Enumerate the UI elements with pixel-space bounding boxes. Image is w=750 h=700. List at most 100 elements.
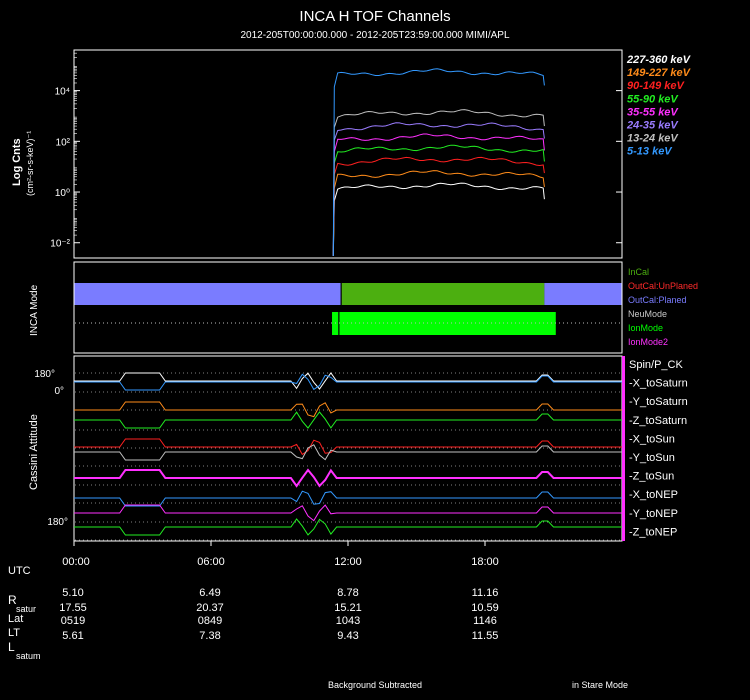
- attitude-legend-entry: -Z_toSaturn: [629, 415, 687, 427]
- mode-segment: [544, 283, 622, 305]
- x-axis-ticks: 00:00 06:00 12:00 18:00: [62, 541, 499, 568]
- flux-legend-entry: 55-90 keV: [627, 93, 679, 105]
- flux-legend-entry: 5-13 keV: [627, 146, 673, 158]
- mode-segment: [341, 283, 545, 305]
- flux-series: [332, 68, 545, 257]
- flux-ytick-label: 10⁴: [55, 87, 70, 98]
- mode-legend-entry: IonMode: [628, 323, 663, 333]
- footer-background-note: Background Subtracted: [328, 680, 422, 690]
- attitude-ytick-mid: 0°: [54, 386, 64, 397]
- attitude-panel: Spin/P_CK -X_toSaturn -Y_toSaturn -Z_toSatu…: [28, 355, 688, 542]
- ephemeris-lt-value: 0849: [198, 615, 222, 627]
- attitude-legend-entry: -X_toNEP: [629, 489, 678, 501]
- mode-legend-entry: OutCal:Planed: [628, 295, 687, 305]
- l-label: L: [8, 640, 15, 654]
- attitude-series-line: [74, 444, 622, 461]
- flux-series-line: [332, 144, 545, 257]
- flux-series-line: [332, 156, 545, 257]
- mode-ylabel: INCA Mode: [29, 284, 40, 336]
- attitude-series: [74, 372, 622, 536]
- r-label: R: [8, 593, 17, 607]
- utc-label: UTC: [8, 565, 31, 577]
- ephemeris-lat-value: 20.37: [196, 602, 224, 614]
- attitude-ylabel: Cassini Attitude: [28, 414, 40, 490]
- flux-yticks: 10⁻² 10⁰ 10² 10⁴: [50, 49, 622, 250]
- flux-series-line: [332, 133, 545, 257]
- l-sub-label: satum: [16, 651, 41, 661]
- attitude-series-line: [74, 504, 622, 522]
- ephemeris-l-value: 11.55: [472, 630, 499, 642]
- ephemeris-r-value: 6.49: [199, 587, 220, 599]
- r-sub-label: satur: [16, 604, 36, 614]
- x-tick-label: 00:00: [62, 556, 90, 568]
- flux-series-line: [332, 68, 545, 257]
- ephemeris-lt-value: 1043: [336, 615, 360, 627]
- attitude-legend-entry: -Y_toSaturn: [629, 396, 688, 408]
- attitude-legend-entry: Spin/P_CK: [629, 359, 683, 371]
- attitude-series-line: [74, 438, 622, 456]
- x-tick-label: 06:00: [197, 556, 225, 568]
- attitude-legend-entry: -Y_toSun: [629, 452, 675, 464]
- ephemeris-lt-value: 0519: [61, 615, 85, 627]
- ephemeris-lat-value: 10.59: [471, 602, 499, 614]
- ephemeris-l-value: 5.61: [62, 630, 83, 642]
- mode-legend-entry: InCal: [628, 267, 649, 277]
- lt-label: LT: [8, 627, 20, 639]
- flux-series-line: [332, 182, 545, 257]
- mode-legend-entry: OutCal:UnPlaned: [628, 281, 698, 291]
- attitude-legend-bar: [622, 356, 625, 541]
- ephemeris-lt-value: 1146: [473, 615, 497, 627]
- flux-ytick-label: 10⁻²: [50, 239, 70, 250]
- ephemeris-lat-value: 15.21: [334, 602, 362, 614]
- ephemeris-r-value: 5.10: [62, 587, 83, 599]
- attitude-series-line: [74, 372, 622, 390]
- attitude-legend-entry: -Z_toNEP: [629, 526, 677, 538]
- mode-legend: InCal OutCal:UnPlaned OutCal:Planed NeuMode…: [628, 267, 698, 347]
- flux-legend-entry: 90-149 keV: [627, 80, 686, 92]
- flux-ytick-label: 10⁰: [55, 188, 70, 199]
- attitude-grid: [75, 372, 621, 541]
- flux-yunits: (cm²-sr-s-keV)⁻¹: [25, 131, 35, 196]
- flux-ytick-label: 10²: [56, 137, 71, 148]
- attitude-series-line: [74, 468, 622, 488]
- mode-panel: InCal OutCal:UnPlaned OutCal:Planed NeuMode…: [29, 261, 698, 354]
- attitude-ytick-top: 180°: [34, 369, 55, 380]
- mode-legend-entry: IonMode2: [628, 337, 668, 347]
- attitude-series-line: [74, 401, 622, 418]
- page-title: INCA H TOF Channels: [299, 8, 450, 25]
- ephemeris-r-value: 11.16: [472, 587, 499, 599]
- flux-series-line: [332, 122, 545, 257]
- ephemeris-r-value: 8.78: [337, 587, 358, 599]
- ephemeris-lat-value: 17.55: [59, 602, 87, 614]
- attitude-legend-entry: -X_toSun: [629, 433, 675, 445]
- flux-legend-entry: 227-360 keV: [626, 54, 692, 66]
- attitude-legend: Spin/P_CK -X_toSaturn -Y_toSaturn -Z_toSatu…: [622, 356, 688, 541]
- flux-legend-entry: 24-35 keV: [626, 120, 679, 132]
- mode-panel-frame: [73, 261, 623, 354]
- flux-legend-entry: 149-227 keV: [627, 67, 692, 79]
- x-tick-label: 12:00: [334, 556, 362, 568]
- attitude-series-line: [74, 490, 622, 507]
- attitude-legend-entry: -Z_toSun: [629, 471, 674, 483]
- mode-legend-entry: NeuMode: [628, 309, 667, 319]
- attitude-series-line: [74, 518, 622, 536]
- ephemeris-l-value: 9.43: [337, 630, 358, 642]
- flux-series-line: [332, 109, 545, 257]
- mode-bars: [74, 283, 622, 335]
- flux-panel-frame: [73, 49, 623, 259]
- mode-segment: [74, 283, 342, 305]
- attitude-legend-entry: -X_toSaturn: [629, 378, 688, 390]
- page-subtitle: 2012-205T00:00:00.000 - 2012-205T23:59:0…: [240, 30, 510, 41]
- flux-legend-entry: 35-55 keV: [627, 106, 679, 118]
- footer-mode-note: in Stare Mode: [572, 680, 628, 690]
- flux-legend-entry: 13-24 keV: [627, 133, 679, 145]
- attitude-legend-entry: -Y_toNEP: [629, 508, 678, 520]
- attitude-series-line: [74, 411, 622, 429]
- ephemeris-l-value: 7.38: [199, 630, 220, 642]
- attitude-ytick-bottom: 180°: [47, 517, 68, 528]
- attitude-series-line: [74, 373, 622, 391]
